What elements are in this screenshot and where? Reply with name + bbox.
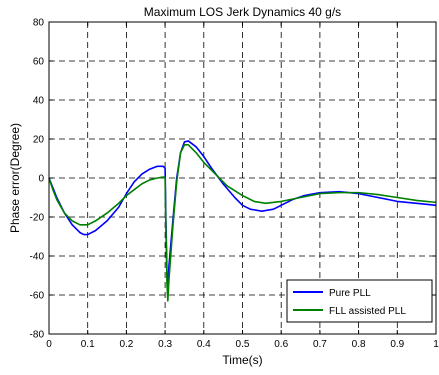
y-tick-label: 20: [33, 135, 45, 146]
x-tick-label: 0.4: [197, 339, 211, 350]
series-lines: [48, 140, 437, 302]
y-tick-label: -60: [30, 291, 45, 302]
y-tick-label: -40: [30, 252, 45, 263]
x-tick-label: 0.2: [119, 339, 133, 350]
x-tick-label: 0.9: [390, 339, 404, 350]
x-tick-label: 0.7: [313, 339, 327, 350]
x-axis-label: Time(s): [222, 353, 262, 367]
x-tick-label: 0.3: [158, 339, 172, 350]
legend-box: [286, 279, 433, 323]
legend: Pure PLL FLL assisted PLL: [286, 279, 433, 323]
axis-labels: 0 0.1 0.2 0.3 0.4 0.5 0.6 0.7 0.8 0.9 1 -80 -60 -40 -2…: [30, 18, 439, 351]
y-tick-label: 80: [33, 18, 45, 29]
x-tick-label: 0.8: [352, 339, 366, 350]
y-tick-label: 60: [33, 57, 45, 68]
chart-title: Maximum LOS Jerk Dynamics 40 g/s: [144, 5, 341, 19]
x-tick-label: 0: [46, 339, 52, 350]
y-axis-label: Phase error(Degree): [8, 123, 22, 233]
x-tick-label: 0.5: [236, 339, 250, 350]
series-line-fll-assisted-pll: [48, 144, 437, 302]
axis-ticks: [48, 21, 437, 335]
y-tick-label: 40: [33, 96, 45, 107]
y-tick-label: -80: [30, 330, 45, 341]
y-tick-label: 0: [38, 174, 44, 185]
x-tick-label: 0.6: [274, 339, 288, 350]
y-tick-label: -20: [30, 213, 45, 224]
x-tick-label: 1: [433, 339, 439, 350]
legend-label: Pure PLL: [329, 288, 371, 299]
legend-label: FLL assisted PLL: [329, 306, 406, 317]
x-tick-label: 0.1: [81, 339, 95, 350]
